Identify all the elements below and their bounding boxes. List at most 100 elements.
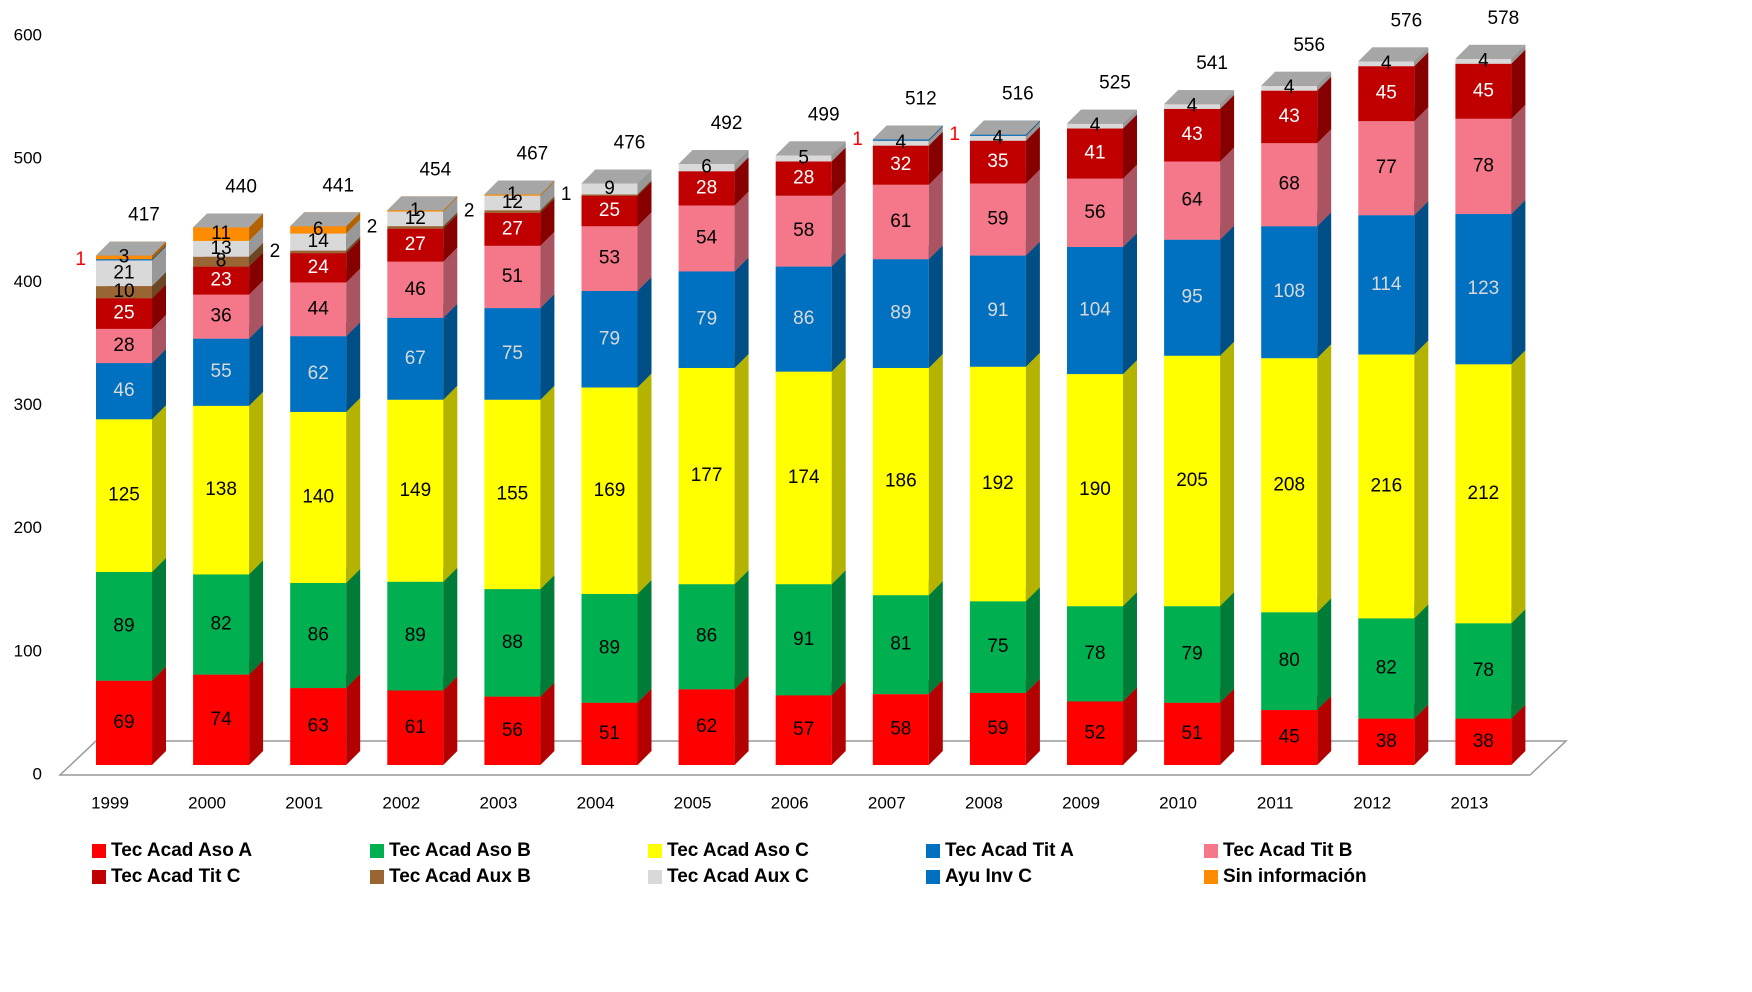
bar-side	[1025, 241, 1040, 367]
data-label: 12	[405, 208, 426, 229]
legend-label: Tec Acad Aso B	[389, 840, 531, 861]
data-label: 58	[890, 719, 911, 740]
legend-label: Tec Acad Tit A	[945, 840, 1074, 861]
bar-front	[775, 695, 832, 765]
bar-side	[928, 125, 943, 141]
bar-front	[193, 338, 250, 406]
legend-swatch	[926, 870, 940, 884]
bar-front	[484, 194, 541, 196]
x-tick-label: 2008	[965, 793, 1003, 812]
data-label: 4	[1381, 53, 1392, 74]
data-label: 32	[890, 154, 911, 175]
bar-side	[540, 294, 555, 400]
total-label: 512	[905, 89, 937, 110]
bar-side	[1317, 71, 1332, 91]
legend-swatch	[370, 870, 384, 884]
bar-side	[443, 212, 458, 229]
data-label: 35	[987, 151, 1008, 172]
bar-side	[346, 322, 361, 412]
bar-front	[193, 294, 250, 339]
data-label: 51	[599, 723, 620, 744]
data-label: 155	[497, 483, 529, 504]
data-label: 74	[211, 709, 233, 730]
bar-side	[637, 169, 652, 195]
bar-front	[969, 692, 1026, 765]
bar-side	[1317, 344, 1332, 613]
data-label: 4	[896, 132, 907, 153]
bar-front	[1067, 128, 1123, 179]
data-label: 5	[798, 147, 809, 168]
bar-front	[193, 405, 250, 575]
bar-front	[1067, 606, 1123, 702]
bar-side	[928, 170, 943, 260]
data-label: 36	[211, 306, 232, 327]
data-label: 125	[108, 485, 140, 506]
bar-cap	[96, 241, 166, 256]
bar-side	[1414, 201, 1429, 355]
data-label: 108	[1273, 281, 1305, 302]
bar-front	[872, 259, 929, 368]
data-label: 56	[1084, 202, 1105, 223]
bar-side	[249, 324, 264, 406]
bar-front	[1358, 121, 1415, 216]
bar-front	[1261, 90, 1318, 144]
bar-front	[290, 336, 347, 412]
bar-side	[928, 680, 943, 765]
bar-front	[1358, 61, 1415, 67]
data-label: 4	[1478, 50, 1489, 71]
bar-side	[1511, 350, 1526, 624]
data-label: 4	[1090, 115, 1101, 136]
data-label: 14	[308, 231, 330, 252]
bar-side	[1414, 47, 1429, 67]
bar-side	[1220, 688, 1235, 765]
total-label: 454	[419, 159, 451, 180]
data-label: 28	[696, 177, 717, 198]
bar-front	[581, 593, 638, 703]
x-tick-label: 2005	[674, 793, 712, 812]
x-tick-label: 2011	[1257, 793, 1294, 812]
legend-swatch	[648, 870, 662, 884]
data-label: 1	[561, 184, 572, 205]
bar-front	[775, 266, 832, 372]
data-label: 77	[1376, 157, 1397, 178]
bar-cap	[872, 125, 943, 140]
bar-segment	[96, 666, 166, 765]
bar-side	[443, 247, 458, 318]
bar-front	[872, 145, 929, 185]
bar-front	[872, 694, 929, 765]
data-label: 43	[1279, 106, 1300, 127]
legend-swatch	[648, 844, 662, 858]
legend-label: Ayu Inv C	[945, 866, 1032, 887]
data-label: 4	[1284, 77, 1295, 98]
bar-segment	[1261, 344, 1332, 613]
bar-cap	[775, 141, 846, 156]
legend-swatch	[370, 844, 384, 858]
bar-front	[969, 140, 1026, 184]
bar-side	[928, 126, 943, 146]
x-tick-label: 2009	[1062, 793, 1100, 812]
data-label: 89	[113, 615, 134, 636]
bar-side	[831, 141, 846, 162]
bar-front	[193, 674, 250, 765]
bar-side	[1025, 587, 1040, 693]
bar-side	[637, 579, 652, 703]
bar-front	[1261, 710, 1318, 765]
data-label: 6	[313, 219, 324, 240]
data-label: 75	[502, 343, 523, 364]
bar-front	[678, 271, 735, 368]
total-label: 525	[1099, 73, 1131, 94]
bar-segment	[96, 405, 166, 572]
bar-front	[193, 256, 250, 267]
bar-front	[678, 689, 735, 765]
legend-label: Sin información	[1223, 866, 1367, 887]
y-tick-label: 300	[14, 395, 42, 414]
bar-front	[387, 210, 444, 212]
bar-side	[831, 570, 846, 696]
data-label: 45	[1473, 80, 1494, 101]
data-label: 114	[1371, 274, 1402, 295]
bar-front	[1164, 161, 1221, 240]
data-label: 11	[211, 223, 231, 244]
bar-front	[1358, 66, 1415, 122]
bar-front	[193, 574, 250, 675]
x-tick-label: 2013	[1450, 793, 1488, 812]
